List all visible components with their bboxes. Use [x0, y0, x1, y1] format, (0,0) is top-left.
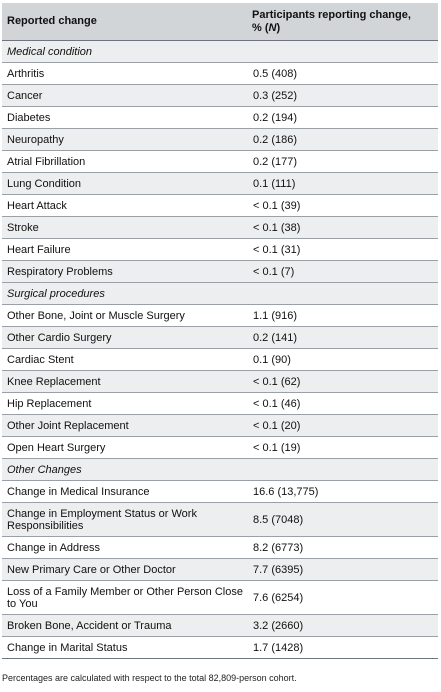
table-row: Cancer 0.3 (252)	[2, 84, 438, 107]
table-row: Open Heart Surgery < 0.1 (19)	[2, 436, 438, 459]
cell-participants-value: < 0.1 (31)	[248, 238, 438, 261]
header-close: )	[276, 21, 281, 34]
cell-participants-value: < 0.1 (38)	[248, 216, 438, 239]
table-body: Medical condition Arthritis 0.5 (408) Cance…	[2, 40, 438, 659]
cell-participants-value: < 0.1 (19)	[248, 436, 438, 459]
cell-participants-value: 3.2 (2660)	[248, 614, 438, 637]
cell-participants-value: 0.3 (252)	[248, 84, 438, 107]
table-row: Other Joint Replacement < 0.1 (20)	[2, 414, 438, 437]
cell-reported-change: Arthritis	[2, 62, 248, 85]
table-row: Cardiac Stent 0.1 (90)	[2, 348, 438, 371]
header-pct: % (	[252, 21, 269, 34]
header-participants: Participants reporting change, % (N)	[248, 3, 438, 41]
cell-reported-change: Other Bone, Joint or Muscle Surgery	[2, 304, 248, 327]
cell-participants-value: 0.5 (408)	[248, 62, 438, 85]
cell-participants-value: 16.6 (13,775)	[248, 480, 438, 503]
cell-reported-change: Atrial Fibrillation	[2, 150, 248, 173]
section-row: Surgical procedures	[2, 282, 438, 305]
table-row: Change in Address 8.2 (6773)	[2, 536, 438, 559]
cell-participants-value: 0.2 (194)	[248, 106, 438, 129]
section-row: Other Changes	[2, 458, 438, 481]
table-row: Diabetes 0.2 (194)	[2, 106, 438, 129]
cell-participants-value: < 0.1 (7)	[248, 260, 438, 283]
cell-reported-change: Cardiac Stent	[2, 348, 248, 371]
cell-reported-change: Change in Address	[2, 536, 248, 559]
header-n: N	[268, 21, 277, 34]
cell-participants-value: 1.7 (1428)	[248, 636, 438, 659]
section-row: Medical condition	[2, 40, 438, 63]
cell-participants-value: < 0.1 (39)	[248, 194, 438, 217]
cell-participants-value: 7.7 (6395)	[248, 558, 438, 581]
cell-participants-value: 7.6 (6254)	[248, 580, 438, 615]
cell-reported-change: Respiratory Problems	[2, 260, 248, 283]
table-row: Other Bone, Joint or Muscle Surgery 1.1 (…	[2, 304, 438, 327]
section-title: Medical condition	[2, 40, 438, 63]
cell-reported-change: Change in Employment Status or Work Resp…	[2, 502, 248, 537]
reported-change-table: Reported change Participants reporting c…	[2, 3, 438, 659]
table-row: Respiratory Problems < 0.1 (7)	[2, 260, 438, 283]
table-row: Heart Attack < 0.1 (39)	[2, 194, 438, 217]
cell-participants-value: 0.2 (177)	[248, 150, 438, 173]
table-row: Hip Replacement < 0.1 (46)	[2, 392, 438, 415]
cell-reported-change: Diabetes	[2, 106, 248, 129]
cell-reported-change: Open Heart Surgery	[2, 436, 248, 459]
cell-reported-change: Change in Medical Insurance	[2, 480, 248, 503]
table-row: Stroke < 0.1 (38)	[2, 216, 438, 239]
table-row: Change in Employment Status or Work Resp…	[2, 502, 438, 537]
table-footnote: Percentages are calculated with respect …	[2, 673, 297, 683]
cell-reported-change: Other Joint Replacement	[2, 414, 248, 437]
header-reported-change: Reported change	[2, 3, 248, 41]
table-row: Neuropathy 0.2 (186)	[2, 128, 438, 151]
cell-reported-change: Other Cardio Surgery	[2, 326, 248, 349]
table-row: Loss of a Family Member or Other Person …	[2, 580, 438, 615]
table-row: Atrial Fibrillation 0.2 (177)	[2, 150, 438, 173]
table-row: Heart Failure < 0.1 (31)	[2, 238, 438, 261]
table-row: Broken Bone, Accident or Trauma 3.2 (2660…	[2, 614, 438, 637]
cell-reported-change: Heart Attack	[2, 194, 248, 217]
table-row: New Primary Care or Other Doctor 7.7 (639…	[2, 558, 438, 581]
section-title: Surgical procedures	[2, 282, 438, 305]
cell-reported-change: Cancer	[2, 84, 248, 107]
table-row: Other Cardio Surgery 0.2 (141)	[2, 326, 438, 349]
cell-participants-value: 1.1 (916)	[248, 304, 438, 327]
cell-participants-value: < 0.1 (20)	[248, 414, 438, 437]
cell-reported-change: Neuropathy	[2, 128, 248, 151]
cell-reported-change: Change in Marital Status	[2, 636, 248, 659]
cell-reported-change: Hip Replacement	[2, 392, 248, 415]
cell-participants-value: 0.2 (186)	[248, 128, 438, 151]
cell-reported-change: Lung Condition	[2, 172, 248, 195]
cell-reported-change: Stroke	[2, 216, 248, 239]
table-row: Arthritis 0.5 (408)	[2, 62, 438, 85]
cell-participants-value: 8.2 (6773)	[248, 536, 438, 559]
cell-reported-change: Heart Failure	[2, 238, 248, 261]
cell-reported-change: Knee Replacement	[2, 370, 248, 393]
table-row: Change in Marital Status 1.7 (1428)	[2, 636, 438, 659]
cell-reported-change: Loss of a Family Member or Other Person …	[2, 580, 248, 615]
table-row: Knee Replacement < 0.1 (62)	[2, 370, 438, 393]
cell-reported-change: Broken Bone, Accident or Trauma	[2, 614, 248, 637]
cell-participants-value: 8.5 (7048)	[248, 502, 438, 537]
section-title: Other Changes	[2, 458, 438, 481]
cell-reported-change: New Primary Care or Other Doctor	[2, 558, 248, 581]
cell-participants-value: < 0.1 (62)	[248, 370, 438, 393]
cell-participants-value: 0.1 (111)	[248, 172, 438, 195]
cell-participants-value: 0.2 (141)	[248, 326, 438, 349]
table-row: Lung Condition 0.1 (111)	[2, 172, 438, 195]
header-participants-line1: Participants reporting change,	[252, 8, 411, 21]
table-row: Change in Medical Insurance 16.6 (13,775)	[2, 480, 438, 503]
header-row: Reported change Participants reporting c…	[2, 3, 438, 41]
cell-participants-value: < 0.1 (46)	[248, 392, 438, 415]
cell-participants-value: 0.1 (90)	[248, 348, 438, 371]
